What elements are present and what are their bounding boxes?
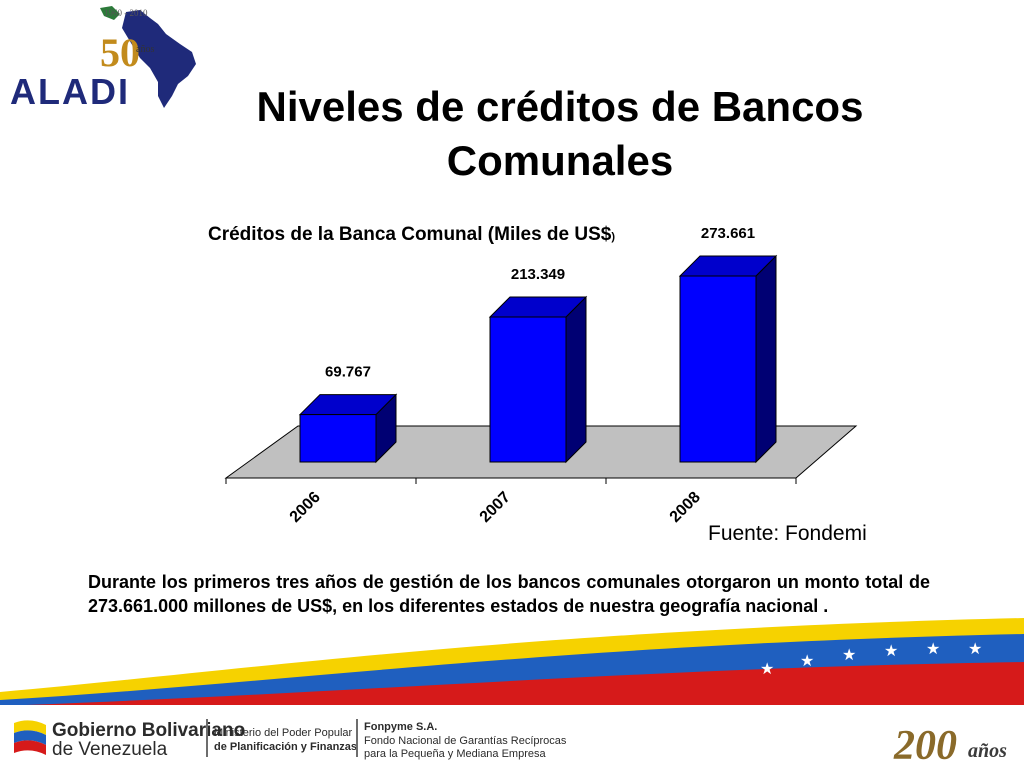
divider [356, 719, 358, 757]
bar [489, 316, 567, 463]
venezuela-flag-icon [14, 720, 46, 755]
data-label: 273.661 [701, 225, 755, 242]
chart-source: Fuente: Fondemi [708, 522, 867, 545]
data-label: 213.349 [511, 266, 565, 283]
x-tick-label: 2008 [667, 489, 704, 526]
svg-text:★: ★ [800, 653, 814, 670]
americas-map-icon [122, 10, 196, 108]
logo-fifty: 50 [100, 30, 140, 75]
svg-text:★: ★ [884, 643, 898, 660]
gov-name-line2: de Venezuela [52, 739, 168, 760]
svg-text:★: ★ [760, 661, 774, 678]
bar [679, 275, 757, 463]
bar-side [755, 254, 777, 464]
flag-band: ★ ★ ★ ★ ★ ★ [0, 618, 1024, 710]
logo-text: ALADI [10, 71, 130, 110]
svg-text:★: ★ [842, 647, 856, 664]
bicentennial-number: 200 [893, 723, 957, 765]
fonpyme-line2: Fondo Nacional de Garantías Recíprocas [364, 735, 567, 747]
data-label: 69.767 [325, 364, 371, 381]
bar [299, 414, 377, 463]
fonpyme-name: Fonpyme S.A. [364, 721, 438, 733]
page-number: 9 [954, 723, 961, 738]
svg-text:★: ★ [968, 641, 982, 658]
footer-bar: Gobierno Bolivariano de Venezuela Minist… [0, 705, 1024, 768]
aladi-logo: 1960 - 2010 50 años ALADI [10, 6, 196, 110]
x-tick-label: 2006 [287, 489, 324, 526]
divider [206, 719, 208, 757]
body-paragraph: Durante los primeros tres años de gestió… [88, 572, 930, 616]
logo-anos: años [136, 44, 154, 55]
ministry-line2: de Planificación y Finanzas [214, 741, 358, 753]
x-tick-label: 2007 [477, 489, 514, 526]
ministry-line1: Ministerio del Poder Popular [214, 727, 353, 739]
svg-text:★: ★ [926, 641, 940, 658]
bicentennial-logo: 200 9 años [893, 723, 1007, 765]
fonpyme-line3: para la Pequeña y Mediana Empresa [364, 748, 546, 760]
bicentennial-word: años [968, 740, 1007, 762]
logo-years: 1960 - 2010 [104, 8, 148, 18]
chart-title: Créditos de la Banca Comunal (Miles de U… [208, 224, 615, 245]
credit-bar-chart: Créditos de la Banca Comunal (Miles de U… [208, 224, 858, 526]
slide-title: Niveles de créditos de Bancos Comunales [256, 83, 864, 184]
bar-side [565, 295, 587, 464]
gov-name-line1: Gobierno Bolivariano [52, 720, 246, 741]
